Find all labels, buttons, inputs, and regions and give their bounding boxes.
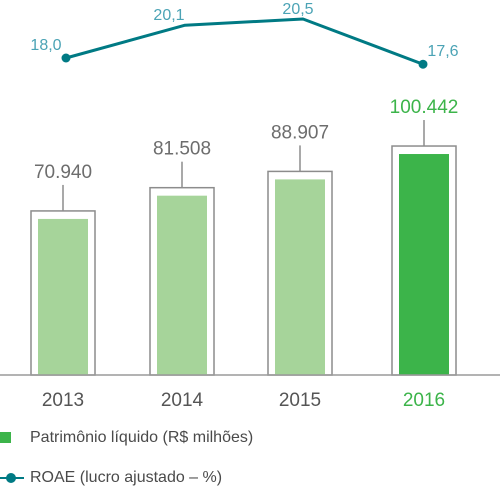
bar-2014: [157, 195, 207, 375]
bar-series: [30, 120, 457, 376]
roae-value-label: 17,6: [427, 43, 458, 60]
bar-value-label: 88.907: [271, 122, 329, 143]
bar-value-labels: 70.940 81.508 88.907 100.442: [34, 97, 458, 183]
x-tick-label: 2016: [403, 390, 445, 411]
roae-value-label: 18,0: [30, 37, 61, 54]
x-tick-label: 2015: [279, 390, 321, 411]
roae-point-2016: [418, 59, 428, 69]
x-tick-label: 2013: [42, 390, 84, 411]
bar-value-label: 81.508: [153, 139, 211, 160]
x-axis-ticks: 2013 2014 2015 2016: [42, 390, 445, 411]
bar-value-label: 100.442: [390, 97, 459, 118]
bar-2015: [275, 179, 325, 375]
legend-label: ROAE (lucro ajustado – %): [30, 469, 223, 486]
roae-line: [65, 17, 424, 66]
roae-value-label: 20,1: [153, 7, 184, 24]
bar-value-label: 70.940: [34, 162, 92, 183]
x-tick-label: 2014: [161, 390, 204, 411]
bar-2016: [399, 154, 449, 375]
bar-2013: [38, 218, 88, 375]
marker-swatch-icon: [6, 473, 16, 483]
roae-point-2013: [61, 53, 71, 63]
legend-label: Patrimônio líquido (R$ milhões): [30, 429, 254, 446]
roae-value-label: 20,5: [282, 1, 313, 18]
roae-line-series: 18,0 20,1 20,5 17,6: [30, 1, 459, 69]
bar-swatch-icon: [0, 432, 11, 443]
